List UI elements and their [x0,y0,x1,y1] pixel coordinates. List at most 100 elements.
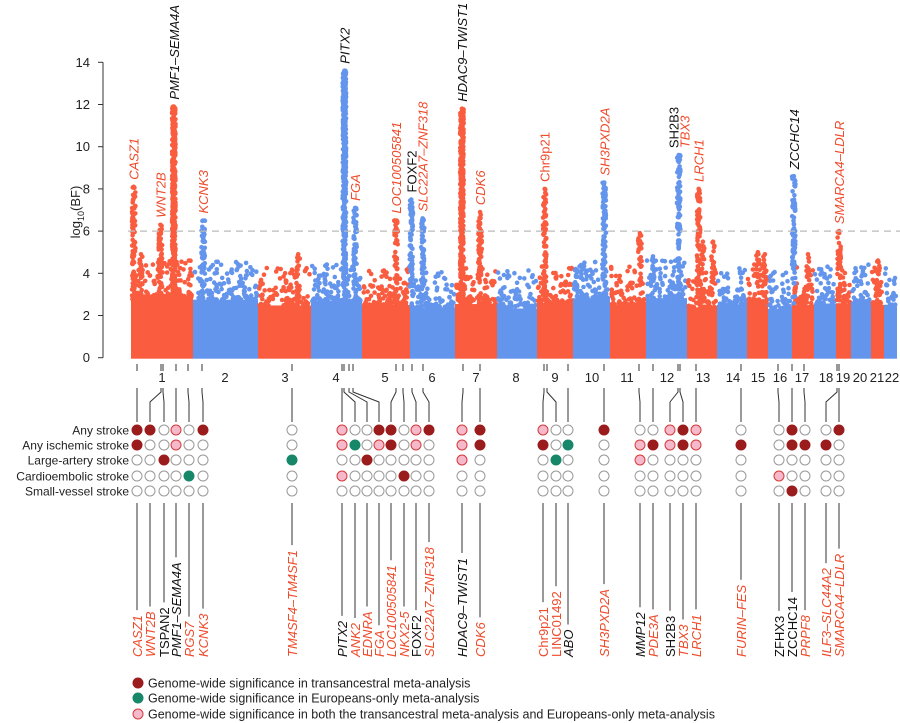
snp-point [408,251,414,256]
gene-connector [411,388,417,422]
snp-point [667,278,673,284]
snp-point [171,213,177,219]
matrix-marker-none [197,454,209,466]
snp-point [790,254,796,260]
snp-point [676,261,682,267]
matrix-marker-none [799,454,811,466]
snp-point [252,284,258,290]
snp-point [221,281,227,286]
matrix-marker-none [385,454,397,466]
snp-point [177,287,182,292]
snp-point [853,266,858,271]
matrix-marker-both [410,424,422,436]
matrix-row-label: Large-artery stroke [28,454,130,468]
snp-point [460,129,465,134]
matrix-marker-none [735,485,747,497]
snp-point [738,275,744,281]
snp-point [169,291,175,297]
snp-point [711,244,717,250]
snp-point [567,293,573,299]
snp-point [485,272,490,278]
snp-point [814,288,820,294]
snp-point [717,301,723,307]
snp-point [526,268,531,273]
snp-point [267,287,272,293]
matrix-marker-none [647,470,659,482]
snp-point [675,195,681,201]
snp-point [170,231,175,237]
matrix-marker-none [690,485,702,497]
snp-point [695,242,700,248]
matrix-marker-none [474,485,486,497]
snp-point [761,282,766,287]
matrix-marker-none [336,485,348,497]
y-tick-label: 2 [83,308,90,323]
snp-point [171,111,177,117]
snp-point [368,293,374,299]
snp-point [459,230,465,236]
snp-point [157,267,162,273]
snp-point [171,104,177,109]
snp-point [636,296,642,302]
gene-connectors [136,364,840,422]
snp-point [526,303,531,309]
snp-point [743,297,748,303]
snp-point [709,254,714,259]
snp-point [514,280,520,286]
snp-point [792,206,798,212]
snp-point [311,297,316,302]
chromosome-label: 8 [512,370,519,385]
matrix-marker-europeans-only [349,439,361,451]
snp-point [341,148,347,153]
snp-point [340,153,346,158]
snp-point [172,149,177,155]
snp-point [764,277,769,283]
snp-point [694,253,700,258]
chromosome-label: 19 [836,370,850,385]
snp-point [361,290,367,295]
snp-point [170,288,175,293]
snp-point [752,292,758,298]
snp-point [458,147,464,152]
snp-point [677,164,682,169]
y-axis: 0 2 4 6 8 10 12 14 [76,55,104,365]
snp-point [476,224,482,230]
snp-point [421,292,427,298]
snp-point [460,282,465,288]
snp-point [295,252,301,257]
snp-point [294,280,299,286]
snp-point [208,276,213,282]
snp-point [518,296,523,302]
snp-point [353,301,359,306]
snp-point [352,236,357,242]
snp-point [279,288,285,294]
snp-point [688,296,693,302]
snp-point [891,278,897,284]
snp-point [821,295,827,300]
peak-label: LRCH1 [692,139,707,182]
matrix-marker-none [562,424,574,436]
snp-point [340,196,345,201]
snp-point [889,295,894,300]
snp-point [333,298,339,304]
snp-point [689,304,695,309]
matrix-marker-none [398,424,410,436]
snp-point [476,256,482,262]
snp-point [342,179,348,185]
snp-point [282,270,288,276]
snp-point [296,288,301,293]
snp-point [690,279,696,284]
matrix-marker-none [474,470,486,482]
snp-point [342,206,347,212]
matrix-marker-none [410,454,422,466]
snp-point [488,280,494,285]
snp-point [700,239,706,244]
snp-point [376,295,382,301]
snp-point [234,267,239,273]
matrix-marker-none [385,470,397,482]
snp-point [238,276,244,282]
snp-point [687,283,692,289]
snp-point [330,265,336,270]
snp-point [809,302,814,308]
snp-point [458,118,464,124]
